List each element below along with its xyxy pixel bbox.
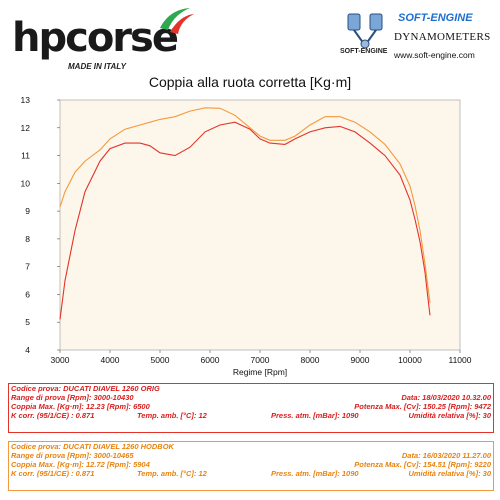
x-tick-label: 7000 — [251, 355, 270, 365]
y-tick-label: 13 — [21, 95, 31, 105]
series-line-1 — [59, 121, 431, 320]
soft-engine-dynamometers: DYNAMOMETERS — [394, 31, 491, 43]
test1-data: Data: 18/03/2020 10.32.00 — [401, 393, 491, 402]
test-info-panel-1: Codice prova: DUCATI DIAVEL 1260 ORIG Ra… — [8, 383, 494, 433]
test2-press: Press. atm. [mBar]: 1090 — [271, 469, 359, 478]
hpcorse-made-in-italy: MADE IN ITALY — [68, 62, 126, 71]
test1-codice: Codice prova: DUCATI DIAVEL 1260 ORIG — [11, 384, 160, 393]
hpcorse-logo-text: hpcorse — [12, 15, 179, 61]
italian-flag-swoosh-icon — [160, 8, 194, 34]
test2-data: Data: 16/03/2020 11.27.00 — [401, 451, 491, 460]
soft-engine-url: www.soft-engine.com — [394, 50, 475, 60]
test2-umidita: Umidità relativa [%]: 30 — [408, 469, 491, 478]
test2-codice: Codice prova: DUCATI DIAVEL 1260 HODBOK — [11, 442, 174, 451]
x-tick-label: 3000 — [51, 355, 70, 365]
x-tick-label: 10000 — [398, 355, 422, 365]
plot-area — [59, 99, 461, 351]
y-tick-label: 6 — [25, 289, 30, 299]
test1-potenza: Potenza Max. [Cv]: 150.25 [Rpm]: 9472 — [354, 402, 491, 411]
x-tick-label: 5000 — [151, 355, 170, 365]
x-tick-label: 6000 — [201, 355, 220, 365]
soft-engine-brand: SOFT-ENGINE — [398, 12, 473, 24]
y-tick-label: 11 — [21, 151, 30, 161]
y-tick-label: 5 — [25, 317, 30, 327]
series-line-2 — [59, 107, 431, 303]
x-tick-label: 4000 — [101, 355, 120, 365]
y-tick-label: 8 — [25, 234, 30, 244]
test1-temp: Temp. amb. [°C]: 12 — [137, 411, 207, 420]
x-tick-label: 11000 — [448, 355, 471, 365]
x-axis-label: Regime [Rpm] — [233, 367, 287, 377]
y-tick-label: 10 — [21, 178, 31, 188]
x-tick-label: 9000 — [351, 355, 370, 365]
test1-coppia: Coppia Max. [Kg·m]: 12.23 [Rpm]: 6500 — [11, 402, 150, 411]
soft-engine-logo: SOFT-ENGINE SOFT-ENGINE DYNAMOMETERS www… — [338, 8, 498, 70]
test1-umidita: Umidità relativa [%]: 30 — [408, 411, 491, 420]
test1-press: Press. atm. [mBar]: 1090 — [271, 411, 359, 420]
soft-engine-small-mark: SOFT-ENGINE — [340, 48, 388, 55]
engine-pistons-icon — [347, 13, 383, 49]
y-tick-label: 4 — [25, 345, 30, 355]
test1-range: Range di prova [Rpm]: 3000-10430 — [11, 393, 134, 402]
y-tick-label: 9 — [25, 206, 30, 216]
test-info-panel-2: Codice prova: DUCATI DIAVEL 1260 HODBOK … — [8, 441, 494, 491]
y-tick-label: 7 — [25, 262, 30, 272]
test2-coppia: Coppia Max. [Kg·m]: 12.72 [Rpm]: 5904 — [11, 460, 150, 469]
y-tick-label: 12 — [21, 123, 31, 133]
chart-title: Coppia alla ruota corretta [Kg·m] — [148, 74, 352, 90]
hpcorse-logo: hpcorse MADE IN ITALY — [8, 6, 198, 76]
test2-range: Range di prova [Rpm]: 3000-10465 — [11, 451, 134, 460]
torque-chart: 3000 4000 5000 6000 7000 8000 9000 10000 11000 4 5… — [21, 95, 472, 377]
test2-temp: Temp. amb. [°C]: 12 — [137, 469, 207, 478]
x-tick-label: 8000 — [301, 355, 320, 365]
test1-kcorr: K corr. (95/1/CE) : 0.871 — [11, 411, 95, 420]
test2-potenza: Potenza Max. [Cv]: 154.51 [Rpm]: 9220 — [354, 460, 491, 469]
test2-kcorr: K corr. (95/1/CE) : 0.871 — [11, 469, 95, 478]
